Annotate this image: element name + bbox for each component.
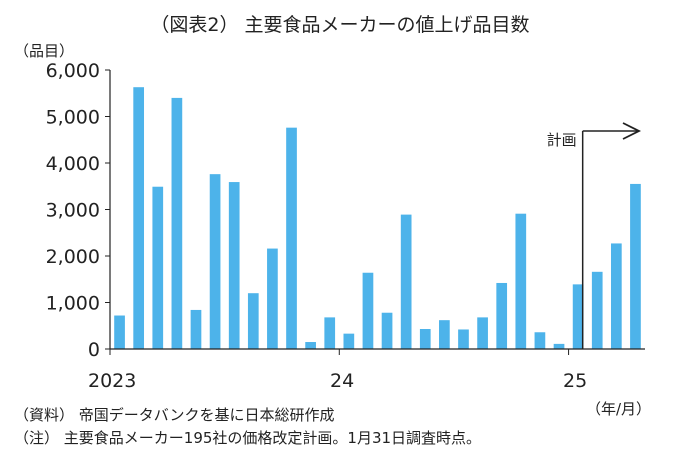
bar-2023/2 xyxy=(133,87,145,349)
bar-2025/4 xyxy=(630,183,641,349)
y-tick-label: 0 xyxy=(88,339,100,361)
bar-2023/8 xyxy=(247,293,259,349)
bar-2024/9 xyxy=(496,282,508,349)
y-tick-label: 5,000 xyxy=(46,107,100,129)
y-tick-label: 6,000 xyxy=(46,60,100,82)
source-note: （資料） 帝国データバンクを基に日本総研作成 xyxy=(14,406,335,424)
bar-2023/9 xyxy=(267,248,278,349)
bar-2023/5 xyxy=(190,309,202,349)
bar-2023/11 xyxy=(305,342,316,349)
bar-2023/12 xyxy=(324,317,336,349)
bar-2024/4 xyxy=(400,214,412,349)
bar-2024/3 xyxy=(381,312,393,349)
bar-2024/7 xyxy=(458,329,469,349)
bar-2023/10 xyxy=(286,127,297,349)
bar-2025/3 xyxy=(610,243,622,349)
x-tick-label: 25 xyxy=(563,370,588,392)
y-tick-label: 3,000 xyxy=(46,200,100,222)
y-tick-label: 4,000 xyxy=(46,153,100,175)
bar-2024/1 xyxy=(343,333,355,349)
plan-label: 計画 xyxy=(547,131,577,149)
bar-2024/12 xyxy=(553,343,565,349)
bar-2023/6 xyxy=(209,174,221,349)
bar-2024/6 xyxy=(439,320,450,349)
bar-2025/2 xyxy=(591,271,603,349)
bar-2023/4 xyxy=(171,97,183,350)
bar-2023/3 xyxy=(152,186,164,349)
y-axis-unit: （品目） xyxy=(14,42,75,60)
bar-2025/1 xyxy=(572,284,584,349)
y-tick-label: 1,000 xyxy=(46,293,100,315)
bar-2024/8 xyxy=(477,317,488,349)
chart-title: （図表2） 主要食品メーカーの値上げ品目数 xyxy=(150,14,530,36)
bar-2024/5 xyxy=(419,329,431,349)
x-tick-label: 24 xyxy=(330,370,355,392)
bar-2024/11 xyxy=(534,332,546,349)
footnote: （注） 主要食品メーカー195社の価格改定計画。1月31日調査時点。 xyxy=(14,429,482,447)
bar-2024/2 xyxy=(362,272,374,349)
y-tick-label: 2,000 xyxy=(46,246,100,268)
bar-2024/10 xyxy=(515,213,527,349)
bar-2023/1 xyxy=(114,315,125,349)
x-axis-unit: （年/月） xyxy=(586,400,652,418)
x-tick-label: 2023 xyxy=(88,370,137,392)
bar-2023/7 xyxy=(228,182,240,349)
arrow-head-icon xyxy=(622,122,642,140)
